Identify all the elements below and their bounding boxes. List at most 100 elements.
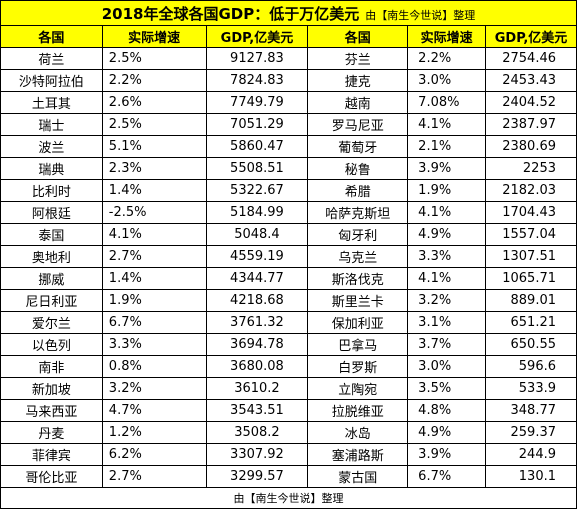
title-row: 2018年全球各国GDP：低于万亿美元 由【南生今世说】整理 — [0, 0, 577, 26]
country-cell: 越南 — [307, 91, 409, 114]
country-cell: 罗马尼亚 — [307, 113, 409, 136]
growth-cell: 1.4% — [101, 267, 207, 290]
header-gdp-1: GDP,亿美元 — [205, 25, 309, 48]
growth-cell: 2.1% — [407, 135, 487, 158]
growth-cell: 4.9% — [407, 421, 487, 444]
country-cell: 以色列 — [0, 333, 103, 356]
gdp-cell: 4344.77 — [205, 267, 309, 290]
country-cell: 土耳其 — [0, 91, 103, 114]
country-cell: 葡萄牙 — [307, 135, 409, 158]
gdp-cell: 4559.19 — [205, 245, 309, 268]
gdp-cell: 5048.4 — [205, 223, 309, 246]
country-cell: 南非 — [0, 355, 103, 378]
country-cell: 捷克 — [307, 69, 409, 92]
growth-cell: 3.1% — [407, 311, 487, 334]
growth-cell: 2.2% — [101, 69, 207, 92]
footer-row: 由【南生今世说】整理 — [0, 487, 577, 509]
growth-cell: 1.9% — [101, 289, 207, 312]
header-growth-2: 实际增速 — [407, 25, 487, 48]
footer-note: 由【南生今世说】整理 — [0, 487, 577, 509]
gdp-cell: 5508.51 — [205, 157, 309, 180]
gdp-cell: 130.1 — [485, 465, 577, 488]
country-cell: 白罗斯 — [307, 355, 409, 378]
gdp-cell: 3508.2 — [205, 421, 309, 444]
growth-cell: 1.9% — [407, 179, 487, 202]
gdp-cell: 2253 — [485, 157, 577, 180]
growth-cell: 3.0% — [407, 355, 487, 378]
country-cell: 挪威 — [0, 267, 103, 290]
gdp-cell: 5184.99 — [205, 201, 309, 224]
table-subtitle: 由【南生今世说】整理 — [365, 8, 476, 22]
gdp-cell: 889.01 — [485, 289, 577, 312]
country-cell: 哈萨克斯坦 — [307, 201, 409, 224]
gdp-cell: 4218.68 — [205, 289, 309, 312]
country-cell: 匈牙利 — [307, 223, 409, 246]
country-cell: 拉脱维亚 — [307, 399, 409, 422]
table-row: 沙特阿拉伯 2.2% 7824.83 捷克 3.0% 2453.43 — [0, 69, 577, 92]
gdp-cell: 2182.03 — [485, 179, 577, 202]
growth-cell: 4.1% — [407, 113, 487, 136]
country-cell: 马来西亚 — [0, 399, 103, 422]
table-row: 哥伦比亚 2.7% 3299.57 蒙古国 6.7% 130.1 — [0, 465, 577, 488]
gdp-cell: 596.6 — [485, 355, 577, 378]
country-cell: 巴拿马 — [307, 333, 409, 356]
gdp-cell: 5322.67 — [205, 179, 309, 202]
growth-cell: 3.3% — [407, 245, 487, 268]
header-growth-1: 实际增速 — [101, 25, 207, 48]
gdp-cell: 3680.08 — [205, 355, 309, 378]
table-row: 马来西亚 4.7% 3543.51 拉脱维亚 4.8% 348.77 — [0, 399, 577, 422]
table-row: 丹麦 1.2% 3508.2 冰岛 4.9% 259.37 — [0, 421, 577, 444]
gdp-cell: 3543.51 — [205, 399, 309, 422]
table-row: 以色列 3.3% 3694.78 巴拿马 3.7% 650.55 — [0, 333, 577, 356]
table-row: 新加坡 3.2% 3610.2 立陶宛 3.5% 533.9 — [0, 377, 577, 400]
table-title: 2018年全球各国GDP：低于万亿美元 — [101, 4, 360, 23]
growth-cell: 2.7% — [101, 465, 207, 488]
growth-cell: 3.5% — [407, 377, 487, 400]
table-row: 菲律宾 6.2% 3307.92 塞浦路斯 3.9% 244.9 — [0, 443, 577, 466]
country-cell: 丹麦 — [0, 421, 103, 444]
gdp-cell: 259.37 — [485, 421, 577, 444]
gdp-cell: 3610.2 — [205, 377, 309, 400]
growth-cell: 6.7% — [407, 465, 487, 488]
table-row: 爱尔兰 6.7% 3761.32 保加利亚 3.1% 651.21 — [0, 311, 577, 334]
country-cell: 菲律宾 — [0, 443, 103, 466]
country-cell: 保加利亚 — [307, 311, 409, 334]
table-row: 南非 0.8% 3680.08 白罗斯 3.0% 596.6 — [0, 355, 577, 378]
growth-cell: 2.5% — [101, 47, 207, 70]
gdp-cell: 3299.57 — [205, 465, 309, 488]
country-cell: 瑞典 — [0, 157, 103, 180]
header-row: 各国 实际增速 GDP,亿美元 各国 实际增速 GDP,亿美元 — [0, 25, 577, 48]
growth-cell: 3.9% — [407, 157, 487, 180]
growth-cell: 3.3% — [101, 333, 207, 356]
gdp-cell: 2404.52 — [485, 91, 577, 114]
growth-cell: 3.2% — [407, 289, 487, 312]
growth-cell: 3.2% — [101, 377, 207, 400]
country-cell: 爱尔兰 — [0, 311, 103, 334]
growth-cell: 4.8% — [407, 399, 487, 422]
gdp-cell: 7749.79 — [205, 91, 309, 114]
growth-cell: 2.3% — [101, 157, 207, 180]
table-row: 土耳其 2.6% 7749.79 越南 7.08% 2404.52 — [0, 91, 577, 114]
growth-cell: 4.1% — [407, 267, 487, 290]
gdp-cell: 650.55 — [485, 333, 577, 356]
country-cell: 荷兰 — [0, 47, 103, 70]
gdp-cell: 3694.78 — [205, 333, 309, 356]
country-cell: 立陶宛 — [307, 377, 409, 400]
growth-cell: 0.8% — [101, 355, 207, 378]
country-cell: 乌克兰 — [307, 245, 409, 268]
growth-cell: 6.7% — [101, 311, 207, 334]
table-row: 比利时 1.4% 5322.67 希腊 1.9% 2182.03 — [0, 179, 577, 202]
gdp-cell: 3761.32 — [205, 311, 309, 334]
gdp-cell: 1307.51 — [485, 245, 577, 268]
header-gdp-2: GDP,亿美元 — [485, 25, 577, 48]
growth-cell: 2.5% — [101, 113, 207, 136]
growth-cell: 7.08% — [407, 91, 487, 114]
growth-cell: 3.9% — [407, 443, 487, 466]
table-row: 尼日利亚 1.9% 4218.68 斯里兰卡 3.2% 889.01 — [0, 289, 577, 312]
gdp-cell: 1065.71 — [485, 267, 577, 290]
country-cell: 芬兰 — [307, 47, 409, 70]
country-cell: 奥地利 — [0, 245, 103, 268]
table-row: 奥地利 2.7% 4559.19 乌克兰 3.3% 1307.51 — [0, 245, 577, 268]
country-cell: 冰岛 — [307, 421, 409, 444]
country-cell: 希腊 — [307, 179, 409, 202]
